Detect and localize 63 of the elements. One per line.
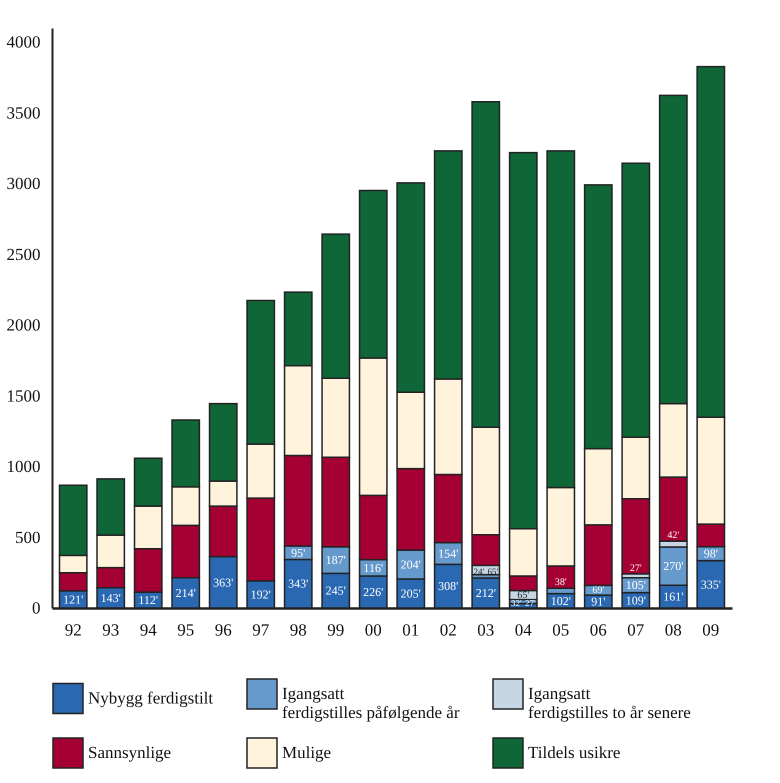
x-tick-label: 96 xyxy=(214,620,232,640)
data-label: 112' xyxy=(138,593,158,608)
data-label: 192' xyxy=(250,587,271,602)
legend-label: Nybygg ferdigstilt xyxy=(88,688,214,708)
data-label: 121' xyxy=(63,592,84,606)
x-tick-label: 00 xyxy=(364,620,382,640)
y-tick-label: 2000 xyxy=(6,316,40,335)
legend-label: Tildels usikre xyxy=(528,743,620,762)
data-label: 205' xyxy=(400,586,421,600)
y-tick-label: 4000 xyxy=(6,32,40,52)
data-label: 42' xyxy=(667,530,680,542)
data-label: 187' xyxy=(326,553,346,568)
x-tick-label: 08 xyxy=(664,620,682,640)
y-tick-label: 1500 xyxy=(6,386,40,406)
y-tick-label: 0 xyxy=(32,598,40,618)
x-tick-label: 01 xyxy=(402,620,420,640)
x-tick-label: 05 xyxy=(552,620,570,640)
data-label: 363' xyxy=(213,575,234,590)
y-tick-label: 2500 xyxy=(6,244,40,264)
data-label: 69' xyxy=(592,585,604,596)
data-label: 308' xyxy=(438,579,458,594)
x-tick-label: 92 xyxy=(64,620,82,640)
x-tick-label: 93 xyxy=(102,620,120,640)
legend-label: Igangsatt ferdigstilles to år senere xyxy=(528,684,691,722)
data-label: 109' xyxy=(626,593,646,608)
y-tick-label: 1000 xyxy=(6,457,40,476)
data-label: 105' xyxy=(626,578,646,592)
x-tick-label: 99 xyxy=(327,620,344,640)
y-tick-label: 3000 xyxy=(6,174,40,194)
legend-label: Igangsatt ferdigstilles påfølgende år xyxy=(282,684,460,722)
x-tick-label: 09 xyxy=(702,620,720,640)
x-tick-label: 02 xyxy=(440,620,457,640)
x-tick-label: 06 xyxy=(590,620,607,640)
y-tick-label: 3500 xyxy=(6,103,40,122)
x-tick-label: 98 xyxy=(290,620,307,640)
x-tick-label: 94 xyxy=(140,620,158,640)
data-label: 343' xyxy=(288,576,308,591)
data-label: 214' xyxy=(176,586,196,600)
x-tick-label: 07 xyxy=(627,620,645,640)
data-label: 204' xyxy=(400,558,421,572)
x-tick-label: 03 xyxy=(477,620,494,640)
data-label: 95' xyxy=(291,546,306,560)
y-tick-label: 500 xyxy=(15,528,40,547)
data-label: 161' xyxy=(663,590,684,604)
data-label: 65' xyxy=(517,590,530,602)
data-label: 91' xyxy=(591,594,606,609)
data-label: 38' xyxy=(554,577,567,588)
x-tick-label: 04 xyxy=(514,620,532,640)
data-label: 116' xyxy=(363,560,384,575)
legend-label: Mulige xyxy=(282,743,332,762)
data-label: 27' xyxy=(630,562,642,574)
legend-label: Sannsynlige xyxy=(88,743,172,762)
data-label: 226' xyxy=(363,585,384,600)
data-label: 270' xyxy=(663,559,684,574)
data-label: 98' xyxy=(704,546,718,561)
data-label: 154' xyxy=(438,546,458,561)
data-label: 212' xyxy=(476,586,496,600)
data-label: 102' xyxy=(550,594,571,608)
x-tick-label: 97 xyxy=(252,620,270,640)
data-label: 335' xyxy=(700,577,721,592)
x-tick-label: 95 xyxy=(177,620,194,640)
data-label: 245' xyxy=(326,584,346,598)
data-label: 143' xyxy=(100,590,121,605)
